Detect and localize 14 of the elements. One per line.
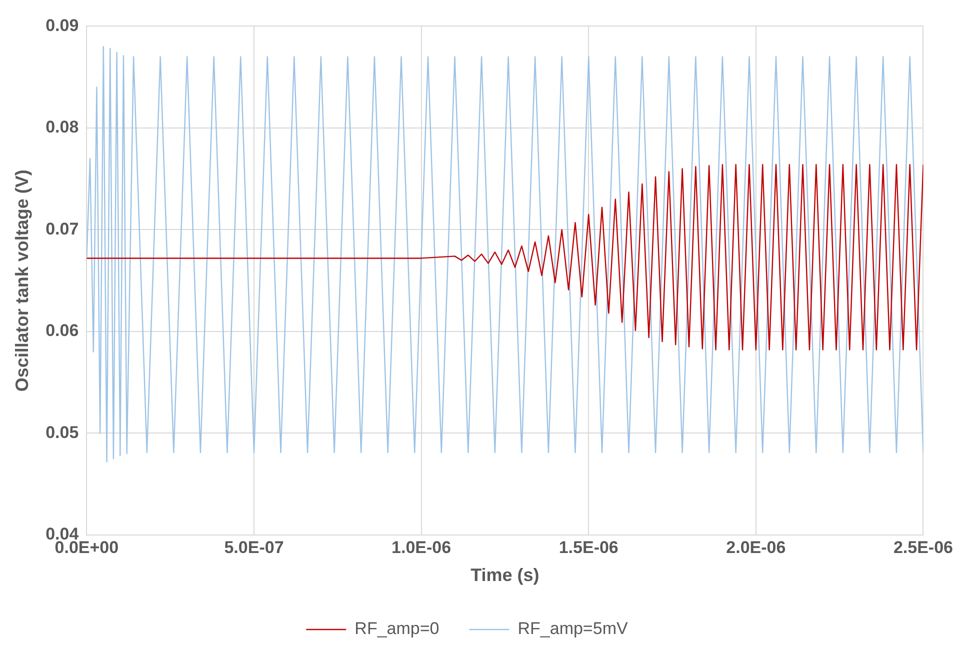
y-tick-label: 0.07 [46, 219, 79, 238]
y-tick-label: 0.06 [46, 321, 79, 340]
x-tick-label: 2.5E-06 [893, 538, 954, 557]
y-tick-label: 0.08 [46, 118, 79, 137]
legend-label: RF_amp=5mV [518, 619, 628, 638]
y-tick-label: 0.05 [46, 422, 79, 442]
legend-label: RF_amp=0 [354, 619, 440, 638]
y-tick-label: 0.09 [46, 16, 79, 35]
x-tick-label: 2.0E-06 [726, 538, 786, 557]
x-tick-label: 1.5E-06 [558, 538, 618, 557]
x-axis-title: Time (s) [470, 565, 540, 586]
y-axis-title: Oscillator tank voltage (V) [12, 170, 32, 392]
x-tick-label: 1.0E-06 [392, 538, 452, 557]
x-tick-label: 5.0E-07 [224, 538, 284, 557]
